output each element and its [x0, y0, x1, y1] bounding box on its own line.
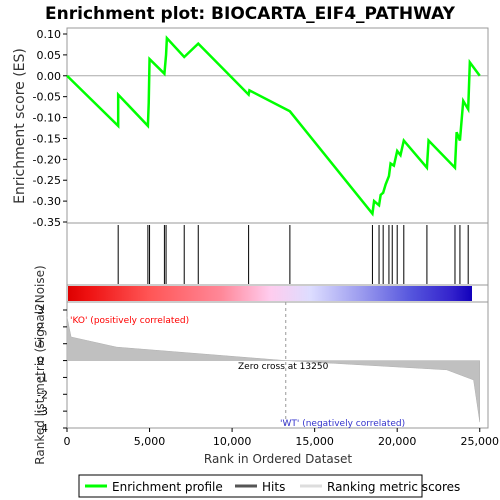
- x-tick-label: 0: [64, 435, 71, 448]
- es-panel: 0.10 0.05 0.00 -0.05 -0.10 -0.15 -0.20 -0.25 -0.…: [12, 27, 489, 229]
- es-y-tick-label: -0.05: [33, 91, 61, 104]
- metric-y-tick-label: -4: [37, 422, 48, 435]
- metric-y-tick-label: -2: [37, 388, 48, 401]
- es-y-axis-label: Enrichment score (ES): [12, 48, 28, 204]
- es-y-tick-label: -0.35: [33, 216, 61, 229]
- ranking-metric-area: [66, 316, 480, 423]
- es-y-tick-label: -0.15: [33, 132, 61, 145]
- x-tick-label: 10,000: [213, 435, 252, 448]
- enrichment-profile-line: [66, 35, 481, 217]
- x-axis-label: Rank in Ordered Dataset: [204, 452, 352, 466]
- es-y-tick-label: 0.10: [37, 28, 62, 41]
- es-y-tick-label: 0.00: [37, 70, 62, 83]
- metric-y-tick-label: -3: [37, 405, 48, 418]
- chart-title: Enrichment plot: BIOCARTA_EIF4_PATHWAY: [45, 4, 456, 24]
- rank-color-bar: [68, 286, 472, 301]
- hit-lines: [117, 225, 469, 284]
- x-axis: 0 5,000 10,000 15,000 20,000 25,000: [64, 428, 499, 448]
- metric-y-tick-label: 3: [37, 304, 44, 317]
- es-y-tick-label: -0.30: [33, 195, 61, 208]
- legend-label-profile: Enrichment profile: [112, 480, 223, 494]
- hits-panel: [66, 222, 489, 286]
- wt-annotation: 'WT' (negatively correlated): [280, 419, 405, 429]
- legend-label-hits: Hits: [262, 480, 285, 494]
- legend-label-metric: Ranking metric scores: [327, 480, 460, 494]
- zero-cross-annotation: Zero cross at 13250: [238, 362, 329, 372]
- metric-y-tick-label: 1: [37, 338, 44, 351]
- hits-panel-frame: [66, 222, 489, 286]
- metric-y-axis-label: Ranked list metric (Signal2Noise): [33, 265, 47, 464]
- x-tick-label: 20,000: [378, 435, 417, 448]
- metric-y-axis: 3 2 1 0 -1 -2 -3 -4: [37, 304, 67, 435]
- rank-bar-panel: [66, 284, 489, 303]
- es-y-tick-label: -0.10: [33, 112, 61, 125]
- x-tick-label: 15,000: [295, 435, 334, 448]
- x-tick-label: 25,000: [460, 435, 499, 448]
- es-y-tick-label: 0.05: [37, 49, 62, 62]
- metric-y-tick-label: 2: [37, 321, 44, 334]
- metric-y-tick-label: 0: [37, 355, 44, 368]
- es-y-axis: 0.10 0.05 0.00 -0.05 -0.10 -0.15 -0.20 -0.25 -0.…: [33, 28, 67, 229]
- x-tick-label: 5,000: [134, 435, 166, 448]
- metric-y-tick-label: -1: [37, 371, 48, 384]
- legend: Enrichment profile Hits Ranking metric s…: [78, 474, 460, 498]
- es-panel-frame: [66, 27, 489, 224]
- es-y-tick-label: -0.20: [33, 153, 61, 166]
- es-y-tick-label: -0.25: [33, 174, 61, 187]
- ko-annotation: 'KO' (positively correlated): [70, 316, 189, 326]
- metric-panel: 3 2 1 0 -1 -2 -3 -4 'KO' (positively correlated…: [33, 265, 489, 465]
